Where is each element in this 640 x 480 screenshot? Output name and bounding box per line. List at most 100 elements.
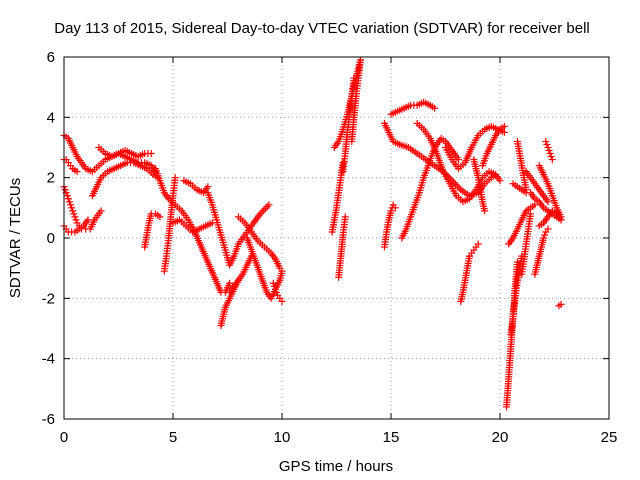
data-point-marker bbox=[452, 180, 460, 188]
y-axis-label: SDTVAR / TECUs bbox=[7, 178, 24, 298]
data-point-marker bbox=[543, 140, 551, 148]
y-tick-labels: -6 -4 -2 0 2 4 6 bbox=[42, 49, 55, 428]
x-tick-labels: 0 5 10 15 20 25 bbox=[60, 429, 618, 446]
data-point-marker bbox=[171, 174, 179, 182]
data-point-marker bbox=[387, 207, 395, 215]
series-track-e bbox=[88, 159, 162, 200]
data-point-marker bbox=[557, 300, 565, 308]
data-point-marker bbox=[273, 288, 281, 296]
data-point-marker bbox=[474, 240, 482, 248]
data-point-marker bbox=[278, 297, 286, 305]
series-track-v bbox=[348, 56, 364, 145]
data-point-marker bbox=[547, 153, 555, 161]
data-point-marker bbox=[542, 137, 550, 145]
data-point-marker bbox=[557, 216, 565, 224]
series-track-am bbox=[522, 168, 552, 206]
data-markers bbox=[60, 56, 565, 411]
series-track-ae bbox=[470, 156, 489, 215]
data-point-marker bbox=[540, 234, 548, 242]
data-point-marker bbox=[73, 168, 81, 176]
series-track-ak bbox=[518, 210, 535, 278]
series-track-h bbox=[152, 165, 234, 296]
series-track-p bbox=[243, 234, 286, 302]
data-point-marker bbox=[147, 150, 155, 158]
y-tick-label: 4 bbox=[47, 109, 55, 126]
series-track-d bbox=[60, 216, 92, 236]
data-point-marker bbox=[356, 56, 364, 64]
data-point-marker bbox=[548, 156, 556, 164]
series-track-m bbox=[217, 276, 242, 329]
series-track-ar bbox=[555, 300, 565, 310]
data-point-marker bbox=[226, 279, 234, 287]
series-track-al bbox=[513, 137, 530, 194]
series-track-ad bbox=[465, 240, 482, 260]
data-point-marker bbox=[544, 144, 552, 151]
data-point-marker bbox=[544, 198, 552, 206]
data-point-marker bbox=[481, 207, 489, 215]
series-track-g bbox=[141, 210, 164, 251]
series-track-w bbox=[380, 201, 399, 251]
y-tick-label: -4 bbox=[42, 351, 55, 368]
x-tick-label: 25 bbox=[601, 429, 618, 446]
data-point-marker bbox=[500, 122, 508, 130]
data-point-marker bbox=[541, 231, 549, 239]
data-point-marker bbox=[271, 285, 279, 293]
data-point-marker bbox=[546, 150, 554, 158]
x-tick-label: 20 bbox=[492, 429, 509, 446]
data-point-marker bbox=[63, 192, 71, 200]
axis-ticks bbox=[63, 56, 610, 420]
data-point-marker bbox=[69, 207, 77, 215]
data-point-marker bbox=[68, 204, 76, 212]
data-point-marker bbox=[270, 282, 278, 290]
data-point-marker bbox=[391, 204, 399, 212]
data-point-marker bbox=[500, 128, 508, 136]
x-tick-label: 0 bbox=[60, 429, 68, 446]
series-track-an bbox=[531, 225, 552, 278]
y-tick-label: -6 bbox=[42, 411, 55, 428]
series-track-t bbox=[335, 213, 349, 281]
series-track-b bbox=[60, 183, 105, 233]
series-track-ai bbox=[505, 201, 539, 248]
data-point-marker bbox=[269, 279, 277, 287]
data-point-marker bbox=[278, 267, 286, 275]
data-point-marker bbox=[260, 206, 268, 214]
y-tick-label: -2 bbox=[42, 290, 55, 307]
data-point-marker bbox=[84, 216, 92, 224]
data-point-marker bbox=[455, 156, 463, 164]
data-point-marker bbox=[544, 225, 552, 233]
data-point-marker bbox=[71, 213, 79, 221]
series-track-k bbox=[180, 177, 212, 197]
data-point-marker bbox=[513, 258, 521, 266]
series-track-q bbox=[269, 279, 286, 305]
data-point-marker bbox=[65, 198, 73, 206]
y-tick-label: 2 bbox=[47, 170, 55, 187]
data-point-marker bbox=[97, 207, 105, 215]
data-point-marker bbox=[265, 201, 273, 209]
data-point-marker bbox=[70, 210, 78, 218]
data-point-marker bbox=[531, 201, 539, 209]
x-tick-label: 15 bbox=[383, 429, 400, 446]
series-track-i bbox=[160, 174, 179, 275]
y-tick-label: 6 bbox=[47, 49, 55, 66]
data-point-marker bbox=[204, 183, 212, 191]
series-track-r bbox=[328, 159, 347, 236]
x-axis-label: GPS time / hours bbox=[279, 458, 393, 475]
grid-lines bbox=[64, 57, 609, 419]
x-tick-label: 5 bbox=[169, 429, 177, 446]
series-track-y bbox=[387, 98, 439, 118]
series-track-ac bbox=[457, 252, 473, 305]
data-point-marker bbox=[341, 213, 349, 221]
y-tick-label: 0 bbox=[47, 230, 55, 247]
series-track-af bbox=[479, 122, 508, 170]
x-tick-label: 10 bbox=[274, 429, 291, 446]
data-point-marker bbox=[545, 147, 553, 155]
data-point-marker bbox=[67, 201, 75, 209]
data-point-marker bbox=[496, 177, 504, 185]
series-track-f bbox=[95, 144, 155, 161]
series-track-l bbox=[204, 189, 273, 269]
data-point-marker bbox=[258, 208, 266, 216]
series-track-ah bbox=[507, 252, 526, 339]
series-track-n bbox=[226, 252, 255, 296]
data-point-marker bbox=[156, 213, 164, 221]
